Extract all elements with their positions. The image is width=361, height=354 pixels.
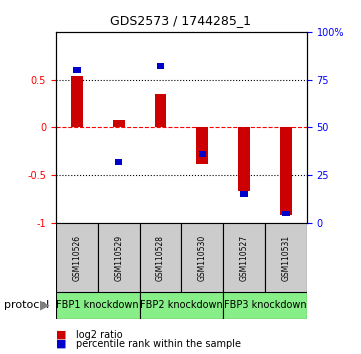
Bar: [155, 94, 166, 127]
Bar: [199, 152, 206, 157]
Text: GDS2573 / 1744285_1: GDS2573 / 1744285_1: [110, 14, 251, 27]
Text: GSM110530: GSM110530: [198, 234, 207, 281]
Bar: [238, 127, 250, 192]
Text: FBP1 knockdown: FBP1 knockdown: [56, 300, 139, 310]
Text: FBP2 knockdown: FBP2 knockdown: [140, 300, 223, 310]
Bar: [115, 159, 122, 165]
Text: ▶: ▶: [40, 299, 50, 312]
Bar: [140, 292, 223, 319]
Bar: [56, 292, 140, 319]
Text: FBP3 knockdown: FBP3 knockdown: [224, 300, 306, 310]
Bar: [282, 211, 290, 216]
Text: protocol: protocol: [4, 300, 49, 310]
Bar: [56, 223, 98, 292]
Text: ■: ■: [56, 330, 66, 339]
Text: GSM110528: GSM110528: [156, 235, 165, 280]
Text: GSM110531: GSM110531: [282, 234, 291, 281]
Bar: [73, 67, 81, 73]
Bar: [240, 192, 248, 197]
Text: ■: ■: [56, 339, 66, 349]
Bar: [140, 223, 181, 292]
Text: GSM110529: GSM110529: [114, 234, 123, 281]
Bar: [223, 292, 307, 319]
Text: log2 ratio: log2 ratio: [76, 330, 122, 339]
Text: GSM110527: GSM110527: [240, 234, 249, 281]
Text: GSM110526: GSM110526: [72, 234, 81, 281]
Text: percentile rank within the sample: percentile rank within the sample: [76, 339, 241, 349]
Bar: [71, 76, 83, 127]
Bar: [223, 223, 265, 292]
Bar: [265, 223, 307, 292]
Bar: [98, 223, 140, 292]
Bar: [196, 127, 208, 164]
Bar: [113, 120, 125, 127]
Bar: [280, 127, 292, 215]
Bar: [157, 63, 164, 69]
Bar: [181, 223, 223, 292]
